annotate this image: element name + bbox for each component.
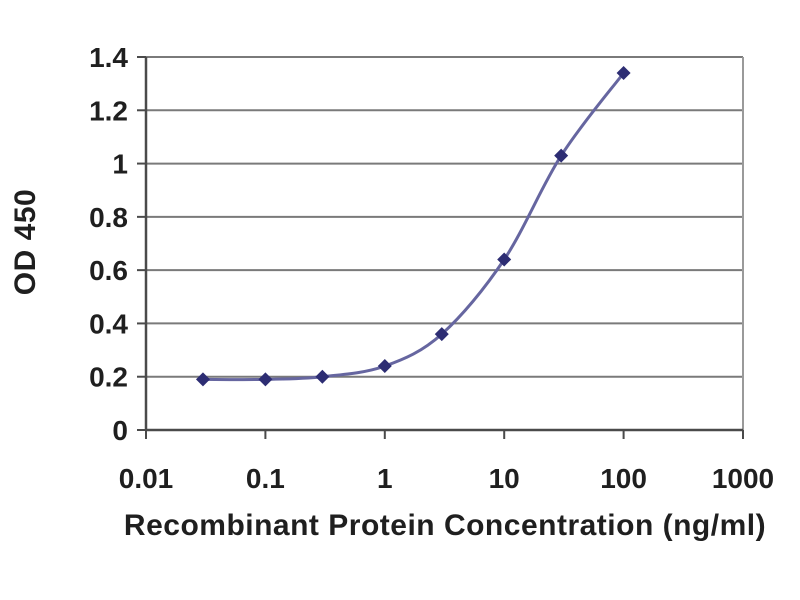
series-line: [201, 71, 626, 382]
y-tick-label-0: 0: [112, 415, 128, 446]
x-tick-label-10: 10: [489, 463, 520, 494]
data-point-marker: [315, 369, 330, 384]
data-point-marker: [616, 65, 631, 80]
y-tick-label-1.2: 1.2: [89, 95, 128, 126]
x-tick-label-0.1: 0.1: [246, 463, 285, 494]
y-tick-label-1: 1: [112, 149, 128, 180]
x-tick-label-1: 1: [377, 463, 393, 494]
y-tick-label-0.4: 0.4: [89, 308, 128, 339]
x-tick-label-100: 100: [600, 463, 647, 494]
y-tick-label-0.2: 0.2: [89, 362, 128, 393]
x-axis-title: Recombinant Protein Concentration (ng/ml…: [123, 509, 767, 542]
data-point-marker: [434, 327, 449, 342]
y-tick-label-0.6: 0.6: [89, 255, 128, 286]
data-point-marker: [377, 359, 392, 374]
x-tick-label-0.01: 0.01: [119, 463, 174, 494]
y-tick-label-0.8: 0.8: [89, 202, 128, 233]
x-tick-label-1000: 1000: [712, 463, 774, 494]
data-point-marker: [195, 372, 210, 387]
data-point-marker: [258, 372, 273, 387]
data-point-marker: [497, 252, 512, 267]
y-tick-label-1.4: 1.4: [89, 42, 128, 73]
data-point-marker: [554, 148, 569, 163]
